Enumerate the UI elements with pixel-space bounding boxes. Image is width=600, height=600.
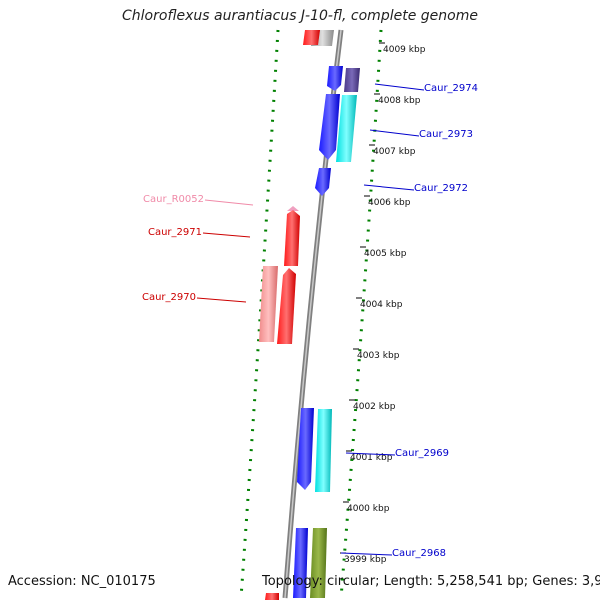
cds-caur-2971[interactable]: [284, 210, 300, 266]
cog-caur-2974[interactable]: [344, 68, 360, 92]
cog-caur-2969[interactable]: [315, 409, 332, 492]
cog-caur-2968[interactable]: [310, 528, 327, 598]
gene-label-leader: [196, 297, 247, 303]
scale-tick-label: 4008 kbp: [378, 96, 421, 106]
scale-tick-label: 4000 kbp: [347, 504, 390, 514]
gene-label-caur-2970[interactable]: Caur_2970: [142, 292, 196, 303]
gene-label-leader: [204, 199, 254, 206]
gene-labels: Caur_2974 Caur_2973 Caur_2972 Caur_R0052 Cau…: [142, 83, 478, 559]
gene-label-leader: [202, 232, 251, 238]
accession-text: Accession: NC_010175: [8, 574, 156, 589]
gene-label-leader: [363, 184, 415, 191]
cds-caur-2972[interactable]: [315, 168, 331, 196]
rna-caur-r0052[interactable]: [287, 206, 299, 211]
gene-label-caur-2973[interactable]: Caur_2973: [419, 129, 473, 140]
scale-tick-label: 4009 kbp: [383, 45, 426, 55]
scale-ticks: 4009 kbp 4008 kbp 4007 kbp 4006 kbp 4005 kbp…: [340, 42, 426, 565]
scale-tick-label: 4007 kbp: [373, 147, 416, 157]
gene-label-caur-r0052[interactable]: Caur_R0052: [143, 194, 204, 205]
gene-label-caur-2974[interactable]: Caur_2974: [424, 83, 478, 94]
cds-feature-top-red[interactable]: [303, 30, 320, 45]
cds-feature-bottom-red[interactable]: [265, 593, 279, 600]
gene-label-caur-2969[interactable]: Caur_2969: [395, 448, 449, 459]
scale-tick-label: 4004 kbp: [360, 300, 403, 310]
cds-caur-2973[interactable]: [319, 94, 340, 160]
scale-tick-label: 4001 kbp: [350, 453, 393, 463]
gene-label-leader: [340, 552, 393, 556]
genome-summary-text: Topology: circular; Length: 5,258,541 bp…: [262, 574, 600, 589]
gene-label-leader: [345, 452, 396, 456]
cog-caur-2973[interactable]: [336, 95, 357, 162]
cds-caur-2968[interactable]: [293, 528, 308, 598]
scale-tick-label: 4002 kbp: [353, 402, 396, 412]
cds-caur-2974[interactable]: [327, 66, 343, 91]
scale-tick-label: 4006 kbp: [368, 198, 411, 208]
map-title: Chloroflexus aurantiacus J-10-fl, comple…: [122, 8, 478, 24]
gene-label-caur-2971[interactable]: Caur_2971: [148, 227, 202, 238]
scale-tick-label: 4003 kbp: [357, 351, 400, 361]
gene-label-caur-2968[interactable]: Caur_2968: [392, 548, 446, 559]
scale-tick-label: 3999 kbp: [344, 555, 387, 565]
cds-caur-2969[interactable]: [297, 408, 314, 490]
gene-label-leader: [374, 83, 425, 91]
cds-caur-2970[interactable]: [277, 268, 296, 344]
gene-label-leader: [369, 129, 420, 137]
cog-caur-2970[interactable]: [259, 266, 278, 342]
scale-tick-label: 4005 kbp: [364, 249, 407, 259]
gene-label-caur-2972[interactable]: Caur_2972: [414, 183, 468, 194]
